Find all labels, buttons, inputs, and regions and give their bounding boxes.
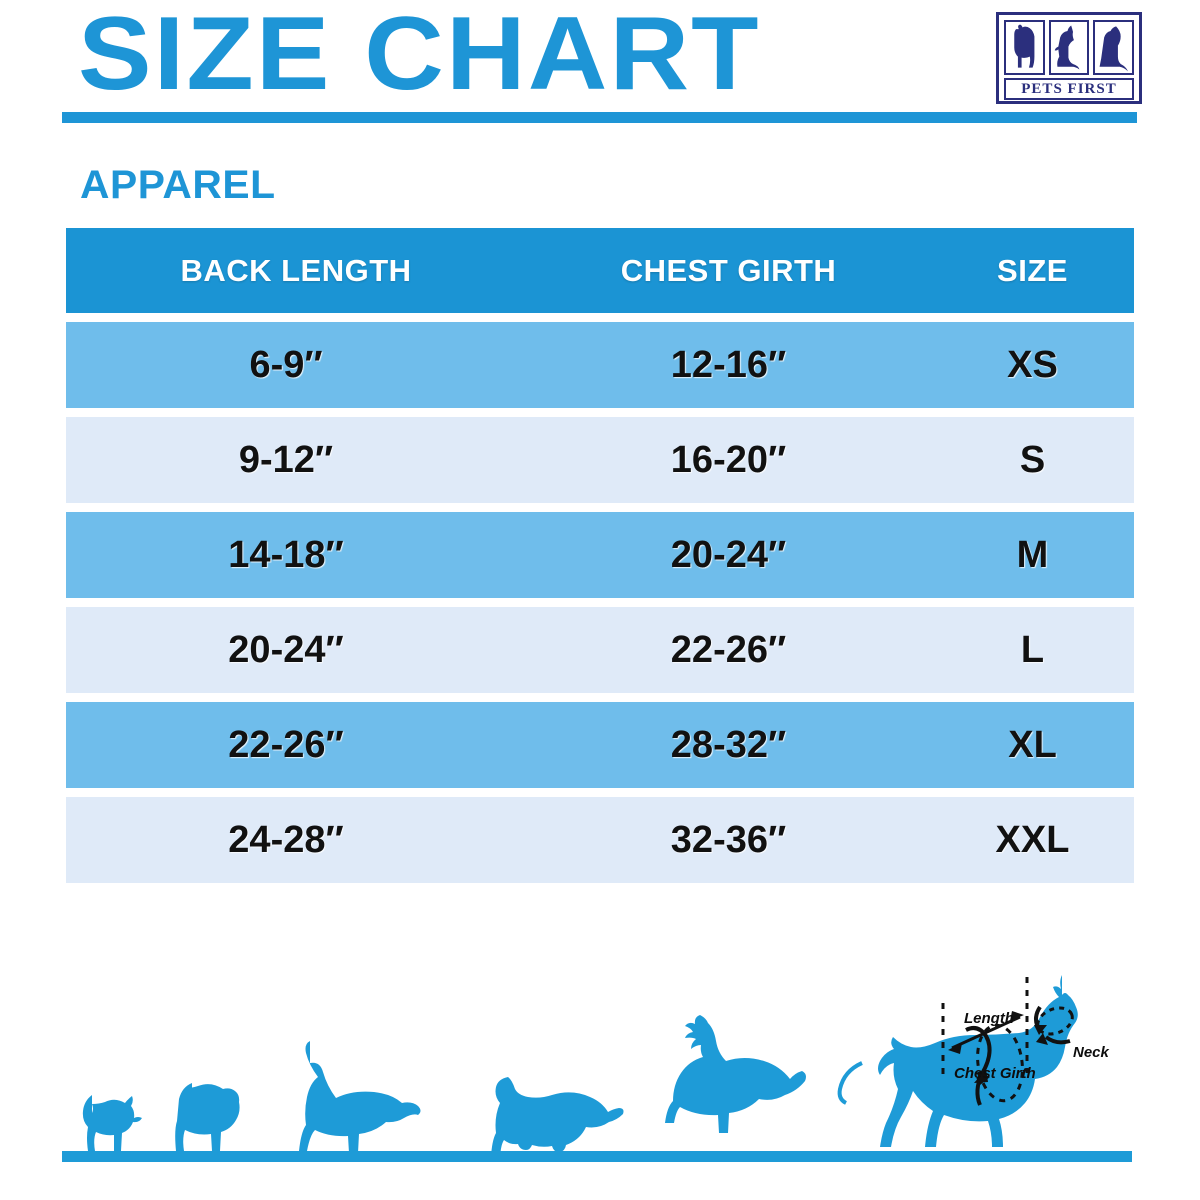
dog-size-illustration: [0, 955, 1200, 1200]
cell-back-length: 24-28″: [228, 818, 344, 861]
great-dane-silhouette: [837, 975, 1078, 1147]
dog-begging-icon: [1048, 20, 1090, 75]
length-dimension-arrow: [948, 1011, 1024, 1054]
diagram-label-length: Length: [964, 1010, 1014, 1027]
cell-size: XL: [1008, 723, 1057, 766]
diagram-label-neck: Neck: [1073, 1044, 1109, 1061]
table-row: 14-18″ 20-24″ M: [66, 512, 1134, 598]
neck-ellipse: [1036, 1006, 1074, 1036]
ground-line: [62, 1151, 1132, 1162]
size-chart-table: BACK LENGTH CHEST GIRTH SIZE 6-9″ 12-16″…: [66, 228, 1134, 892]
page-header: SIZE CHART PETS FIRST: [0, 0, 1200, 140]
beagle-silhouette: [299, 1041, 421, 1153]
cell-chest-girth: 16-20″: [670, 438, 787, 481]
cell-chest-girth: 22-26″: [670, 628, 787, 671]
logo-panel-group: [1004, 20, 1135, 75]
dog-standing-icon: [1004, 20, 1045, 75]
cell-back-length: 6-9″: [249, 343, 323, 386]
chest-girth-ellipse: [976, 1023, 1024, 1103]
cell-size: XS: [1007, 343, 1058, 386]
chest-girth-arrow: [965, 1026, 992, 1106]
cell-size: L: [1020, 628, 1045, 671]
diagram-label-chest-girth: Chest Girth: [954, 1065, 1036, 1082]
cell-size: M: [1016, 533, 1049, 576]
cell-back-length: 9-12″: [238, 438, 334, 481]
cell-chest-girth: 28-32″: [670, 723, 787, 766]
cocker-spaniel-silhouette: [491, 1077, 624, 1157]
title-underline-rule: [62, 112, 1137, 123]
cell-back-length: 20-24″: [228, 628, 344, 671]
table-row: 20-24″ 22-26″ L: [66, 607, 1134, 693]
column-header-size: SIZE: [997, 252, 1068, 288]
cell-size: XXL: [995, 818, 1070, 861]
dog-sitting-icon: [1093, 20, 1135, 75]
pug-silhouette: [175, 1083, 240, 1151]
table-header-row: BACK LENGTH CHEST GIRTH SIZE: [66, 228, 1134, 313]
brand-logo: PETS FIRST: [996, 12, 1142, 104]
cell-chest-girth: 12-16″: [670, 343, 787, 386]
table-row: 9-12″ 16-20″ S: [66, 417, 1134, 503]
table-row: 6-9″ 12-16″ XS: [66, 322, 1134, 408]
husky-silhouette: [665, 1015, 806, 1133]
table-row: 24-28″ 32-36″ XXL: [66, 797, 1134, 883]
table-row: 22-26″ 28-32″ XL: [66, 702, 1134, 788]
cell-back-length: 22-26″: [228, 723, 344, 766]
logo-brand-text: PETS FIRST: [1004, 78, 1134, 100]
neck-arrow: [1034, 1005, 1071, 1045]
page-title: SIZE CHART: [78, 0, 761, 112]
cell-back-length: 14-18″: [228, 533, 344, 576]
pomeranian-silhouette: [82, 1095, 142, 1151]
section-title-apparel: APPAREL: [80, 163, 276, 207]
cell-chest-girth: 32-36″: [670, 818, 787, 861]
cell-chest-girth: 20-24″: [670, 533, 787, 576]
column-header-chest-girth: CHEST GIRTH: [620, 252, 837, 288]
cell-size: S: [1019, 438, 1046, 481]
column-header-back-length: BACK LENGTH: [180, 252, 412, 288]
